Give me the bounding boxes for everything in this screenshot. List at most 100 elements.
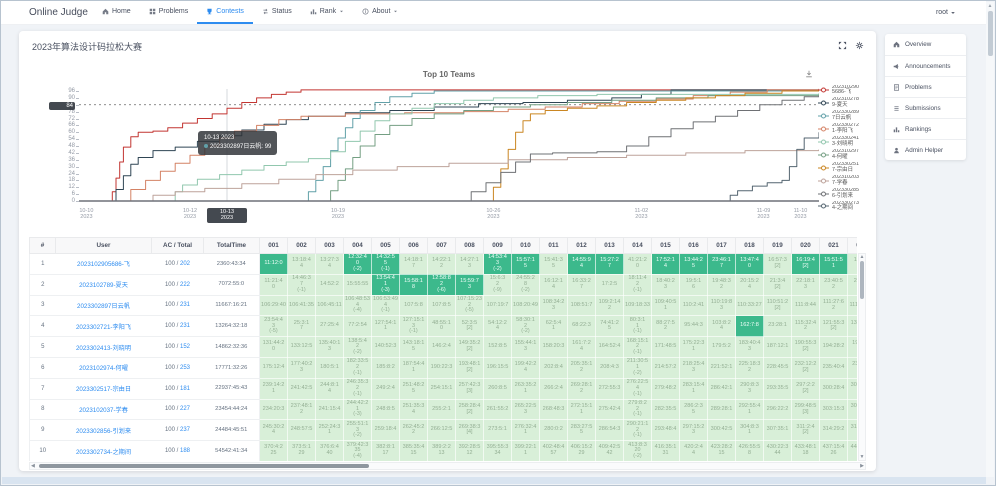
tooltip-entry: 2023302897日云帆: 99 bbox=[210, 144, 272, 150]
problem-header-004[interactable]: 004 bbox=[343, 237, 372, 254]
legend-item[interactable]: 202330285 6-引划来 bbox=[818, 187, 876, 200]
column-header--: # bbox=[29, 237, 56, 254]
problem-cell: 115:32:4 2 bbox=[791, 315, 820, 338]
table-horizontal-scrollbar[interactable]: ◀ ▶ bbox=[29, 462, 866, 470]
problem-header-011[interactable]: 011 bbox=[539, 237, 568, 254]
problem-header-015[interactable]: 015 bbox=[651, 237, 680, 254]
problem-cell: 303:15:3 bbox=[819, 399, 848, 421]
y-axis-label: 78 bbox=[68, 108, 75, 115]
user-link[interactable]: 2023302721-李阳飞 bbox=[75, 323, 132, 331]
sidebar-item-announcements[interactable]: Announcements bbox=[885, 55, 966, 76]
problem-header-009[interactable]: 009 bbox=[483, 237, 512, 254]
problem-cell: 111:27:6 2 bbox=[819, 295, 848, 317]
y-axis-label: 72 bbox=[68, 115, 75, 122]
user-link[interactable]: 2023102905686-飞 bbox=[77, 261, 130, 269]
user-link[interactable]: 2023102037-学春 bbox=[79, 406, 128, 414]
user-link[interactable]: 2023302897日云帆 bbox=[77, 302, 130, 310]
problem-cell: 409:42:5 42 bbox=[595, 440, 624, 461]
scroll-down-arrow[interactable]: ▼ bbox=[859, 454, 865, 460]
nav-item-problems[interactable]: Problems bbox=[140, 1, 198, 24]
problem-header-020[interactable]: 020 bbox=[791, 237, 820, 254]
scroll-left-arrow[interactable]: ◀ bbox=[31, 463, 35, 469]
gear-icon[interactable] bbox=[855, 41, 864, 50]
problem-header-014[interactable]: 014 bbox=[623, 237, 652, 254]
problem-cell: 110:33:27 bbox=[735, 295, 764, 317]
sidebar-item-admin-helper[interactable]: Admin Helper bbox=[885, 139, 966, 160]
legend-line-marker bbox=[818, 139, 829, 145]
user-link[interactable]: 2023302413-刘晓明 bbox=[75, 344, 132, 352]
problem-cell: 283:27:5 5 bbox=[567, 419, 596, 442]
sidebar-item-problems[interactable]: Problems bbox=[885, 76, 966, 97]
problem-header-021[interactable]: 021 bbox=[819, 237, 848, 254]
nav-item-home[interactable]: Home bbox=[93, 1, 140, 24]
problem-cell: 152:8:5 bbox=[483, 336, 512, 358]
user-link[interactable]: 2023302517-宗由日 bbox=[75, 386, 132, 394]
x-axis-label: 11-10 2023 bbox=[793, 208, 808, 221]
problem-cell: 22:18:1 3 bbox=[791, 274, 820, 296]
nav-item-about[interactable]: About bbox=[353, 1, 407, 24]
download-chart-icon[interactable] bbox=[805, 70, 813, 78]
brand-logo[interactable]: Online Judge bbox=[29, 7, 88, 18]
problem-cell: 107:15:23 2 (-5) bbox=[455, 295, 484, 317]
problem-header-007[interactable]: 007 bbox=[427, 237, 456, 254]
page-vertical-scroll-thumb[interactable] bbox=[987, 11, 993, 56]
sidebar-item-rankings[interactable]: Rankings bbox=[885, 118, 966, 139]
horizontal-scroll-thumb[interactable] bbox=[39, 464, 369, 468]
problem-header-005[interactable]: 005 bbox=[371, 237, 400, 254]
contest-title: 2023年算法设计码拉松大赛 bbox=[32, 42, 143, 52]
y-axis-label: 0 bbox=[71, 198, 75, 204]
tooltip-date: 10-13 2023 bbox=[204, 135, 235, 141]
problem-header-012[interactable]: 012 bbox=[567, 237, 596, 254]
sidebar-item-submissions[interactable]: Submissions bbox=[885, 97, 966, 118]
problem-header-018[interactable]: 018 bbox=[735, 237, 764, 254]
user-link[interactable]: 2023102974-何曜 bbox=[79, 365, 128, 373]
problem-header-013[interactable]: 013 bbox=[595, 237, 624, 254]
legend-item[interactable]: 202310290 5686-飞 bbox=[818, 84, 876, 97]
user-menu[interactable]: root bbox=[936, 1, 986, 24]
vertical-scroll-thumb[interactable] bbox=[860, 261, 864, 299]
table-row: 7 2023302517-宗由日 100 / 181 22937:45:43 239:1… bbox=[29, 378, 857, 400]
table-vertical-scrollbar[interactable]: ▲ ▼ bbox=[858, 253, 866, 461]
user-link[interactable]: 2023302856-引划来 bbox=[75, 427, 132, 435]
legend-item[interactable]: 202310203 7-学春 bbox=[818, 174, 876, 187]
problem-header-001[interactable]: 001 bbox=[259, 237, 288, 254]
sidebar-item-overview[interactable]: Overview bbox=[885, 34, 966, 55]
legend-item[interactable]: 202330272 1-李阳飞 bbox=[818, 123, 876, 136]
legend-item[interactable]: 202330273 4-之期间 bbox=[818, 200, 876, 213]
legend-item[interactable]: 202330289 7日云帆 bbox=[818, 110, 876, 123]
problem-header-006[interactable]: 006 bbox=[399, 237, 428, 254]
legend-item[interactable]: 202310297 4-何曜 bbox=[818, 148, 876, 161]
scroll-up-arrow[interactable]: ▲ bbox=[859, 254, 865, 260]
problem-header-002[interactable]: 002 bbox=[287, 237, 316, 254]
page-vertical-scrollbar[interactable]: ▲ bbox=[986, 2, 994, 477]
problem-cell: 430:22:3 44 bbox=[763, 440, 792, 461]
nav-item-status[interactable]: Status bbox=[253, 1, 301, 24]
scroll-right-arrow[interactable]: ▶ bbox=[860, 463, 864, 469]
problem-header-016[interactable]: 016 bbox=[679, 237, 708, 254]
problem-header-003[interactable]: 003 bbox=[315, 237, 344, 254]
expand-icon[interactable] bbox=[838, 41, 847, 50]
problem-header-017[interactable]: 017 bbox=[707, 237, 736, 254]
page-horizontal-scrollbar[interactable] bbox=[2, 477, 986, 484]
problem-header-022[interactable]: 022 bbox=[847, 237, 857, 254]
y-tick bbox=[76, 201, 79, 202]
user-link[interactable]: 2023302734-之期间 bbox=[75, 448, 132, 456]
problem-cell: 190:55:3 [2] bbox=[791, 336, 820, 358]
rank-cell: 4 bbox=[29, 315, 56, 338]
problem-header-019[interactable]: 019 bbox=[763, 237, 792, 254]
legend-item[interactable]: 202310278 9-夏天 bbox=[818, 97, 876, 110]
problem-header-008[interactable]: 008 bbox=[455, 237, 484, 254]
page-scroll-up-arrow[interactable]: ▲ bbox=[987, 3, 993, 9]
problem-cell: 379:42:3 35 (-4) bbox=[343, 440, 372, 461]
problem-cell: 23:40:5 2 bbox=[819, 274, 848, 296]
legend-item[interactable]: 202330251 7-宗由日 bbox=[818, 161, 876, 174]
problem-cell: 175:12:4 bbox=[259, 357, 288, 379]
problem-header-010[interactable]: 010 bbox=[511, 237, 540, 254]
y-tick bbox=[76, 194, 79, 196]
problem-cell: 15:27:2 7 bbox=[595, 253, 624, 275]
user-link[interactable]: 2023102789-夏天 bbox=[79, 282, 128, 290]
nav-item-contests[interactable]: Contests bbox=[197, 1, 253, 24]
legend-item[interactable]: 202330241 3-刘晓明 bbox=[818, 136, 876, 149]
nav-item-rank[interactable]: Rank bbox=[301, 1, 353, 24]
